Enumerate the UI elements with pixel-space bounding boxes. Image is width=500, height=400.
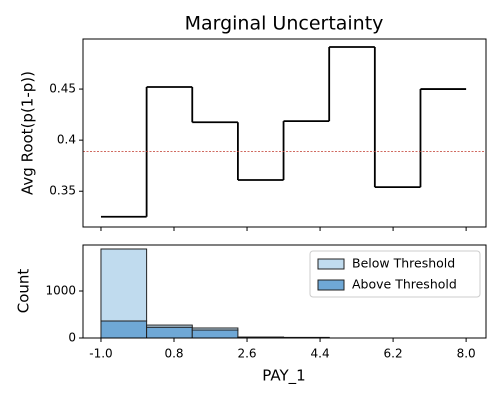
x-tick-label: 8.0 [457, 347, 476, 361]
x-tick-label: 2.6 [237, 347, 256, 361]
legend-label: Above Threshold [352, 277, 457, 292]
x-axis-label: PAY_1 [262, 367, 305, 386]
x-tick-label: -1.0 [89, 347, 112, 361]
y-tick-label: 1000 [45, 284, 76, 298]
legend-frame [309, 250, 481, 298]
legend-swatch [317, 279, 345, 291]
x-tick-label: 6.2 [384, 347, 403, 361]
histogram-bar [100, 248, 148, 322]
histogram-bar [146, 326, 193, 339]
histogram-bar [191, 329, 239, 339]
legend-swatch [317, 258, 345, 270]
histogram-bar [100, 320, 148, 339]
y-axis-label: Avg Root(p(1-p)) [19, 71, 37, 195]
y-tick-label: 0.35 [49, 184, 76, 198]
histogram-bar [191, 327, 239, 331]
axes-frame [82, 244, 487, 339]
y-tick-label: 0.4 [57, 133, 76, 147]
axes-frame [82, 38, 487, 228]
x-tick-label: 0.8 [164, 347, 183, 361]
chart-title: Marginal Uncertainty [185, 13, 384, 35]
y-axis-label: Count [15, 269, 33, 314]
histogram-bar [146, 324, 193, 328]
x-tick-label: 4.4 [311, 347, 330, 361]
y-tick-label: 0.45 [49, 82, 76, 96]
legend-label: Below Threshold [352, 256, 455, 271]
y-tick-label: 0 [68, 331, 76, 345]
